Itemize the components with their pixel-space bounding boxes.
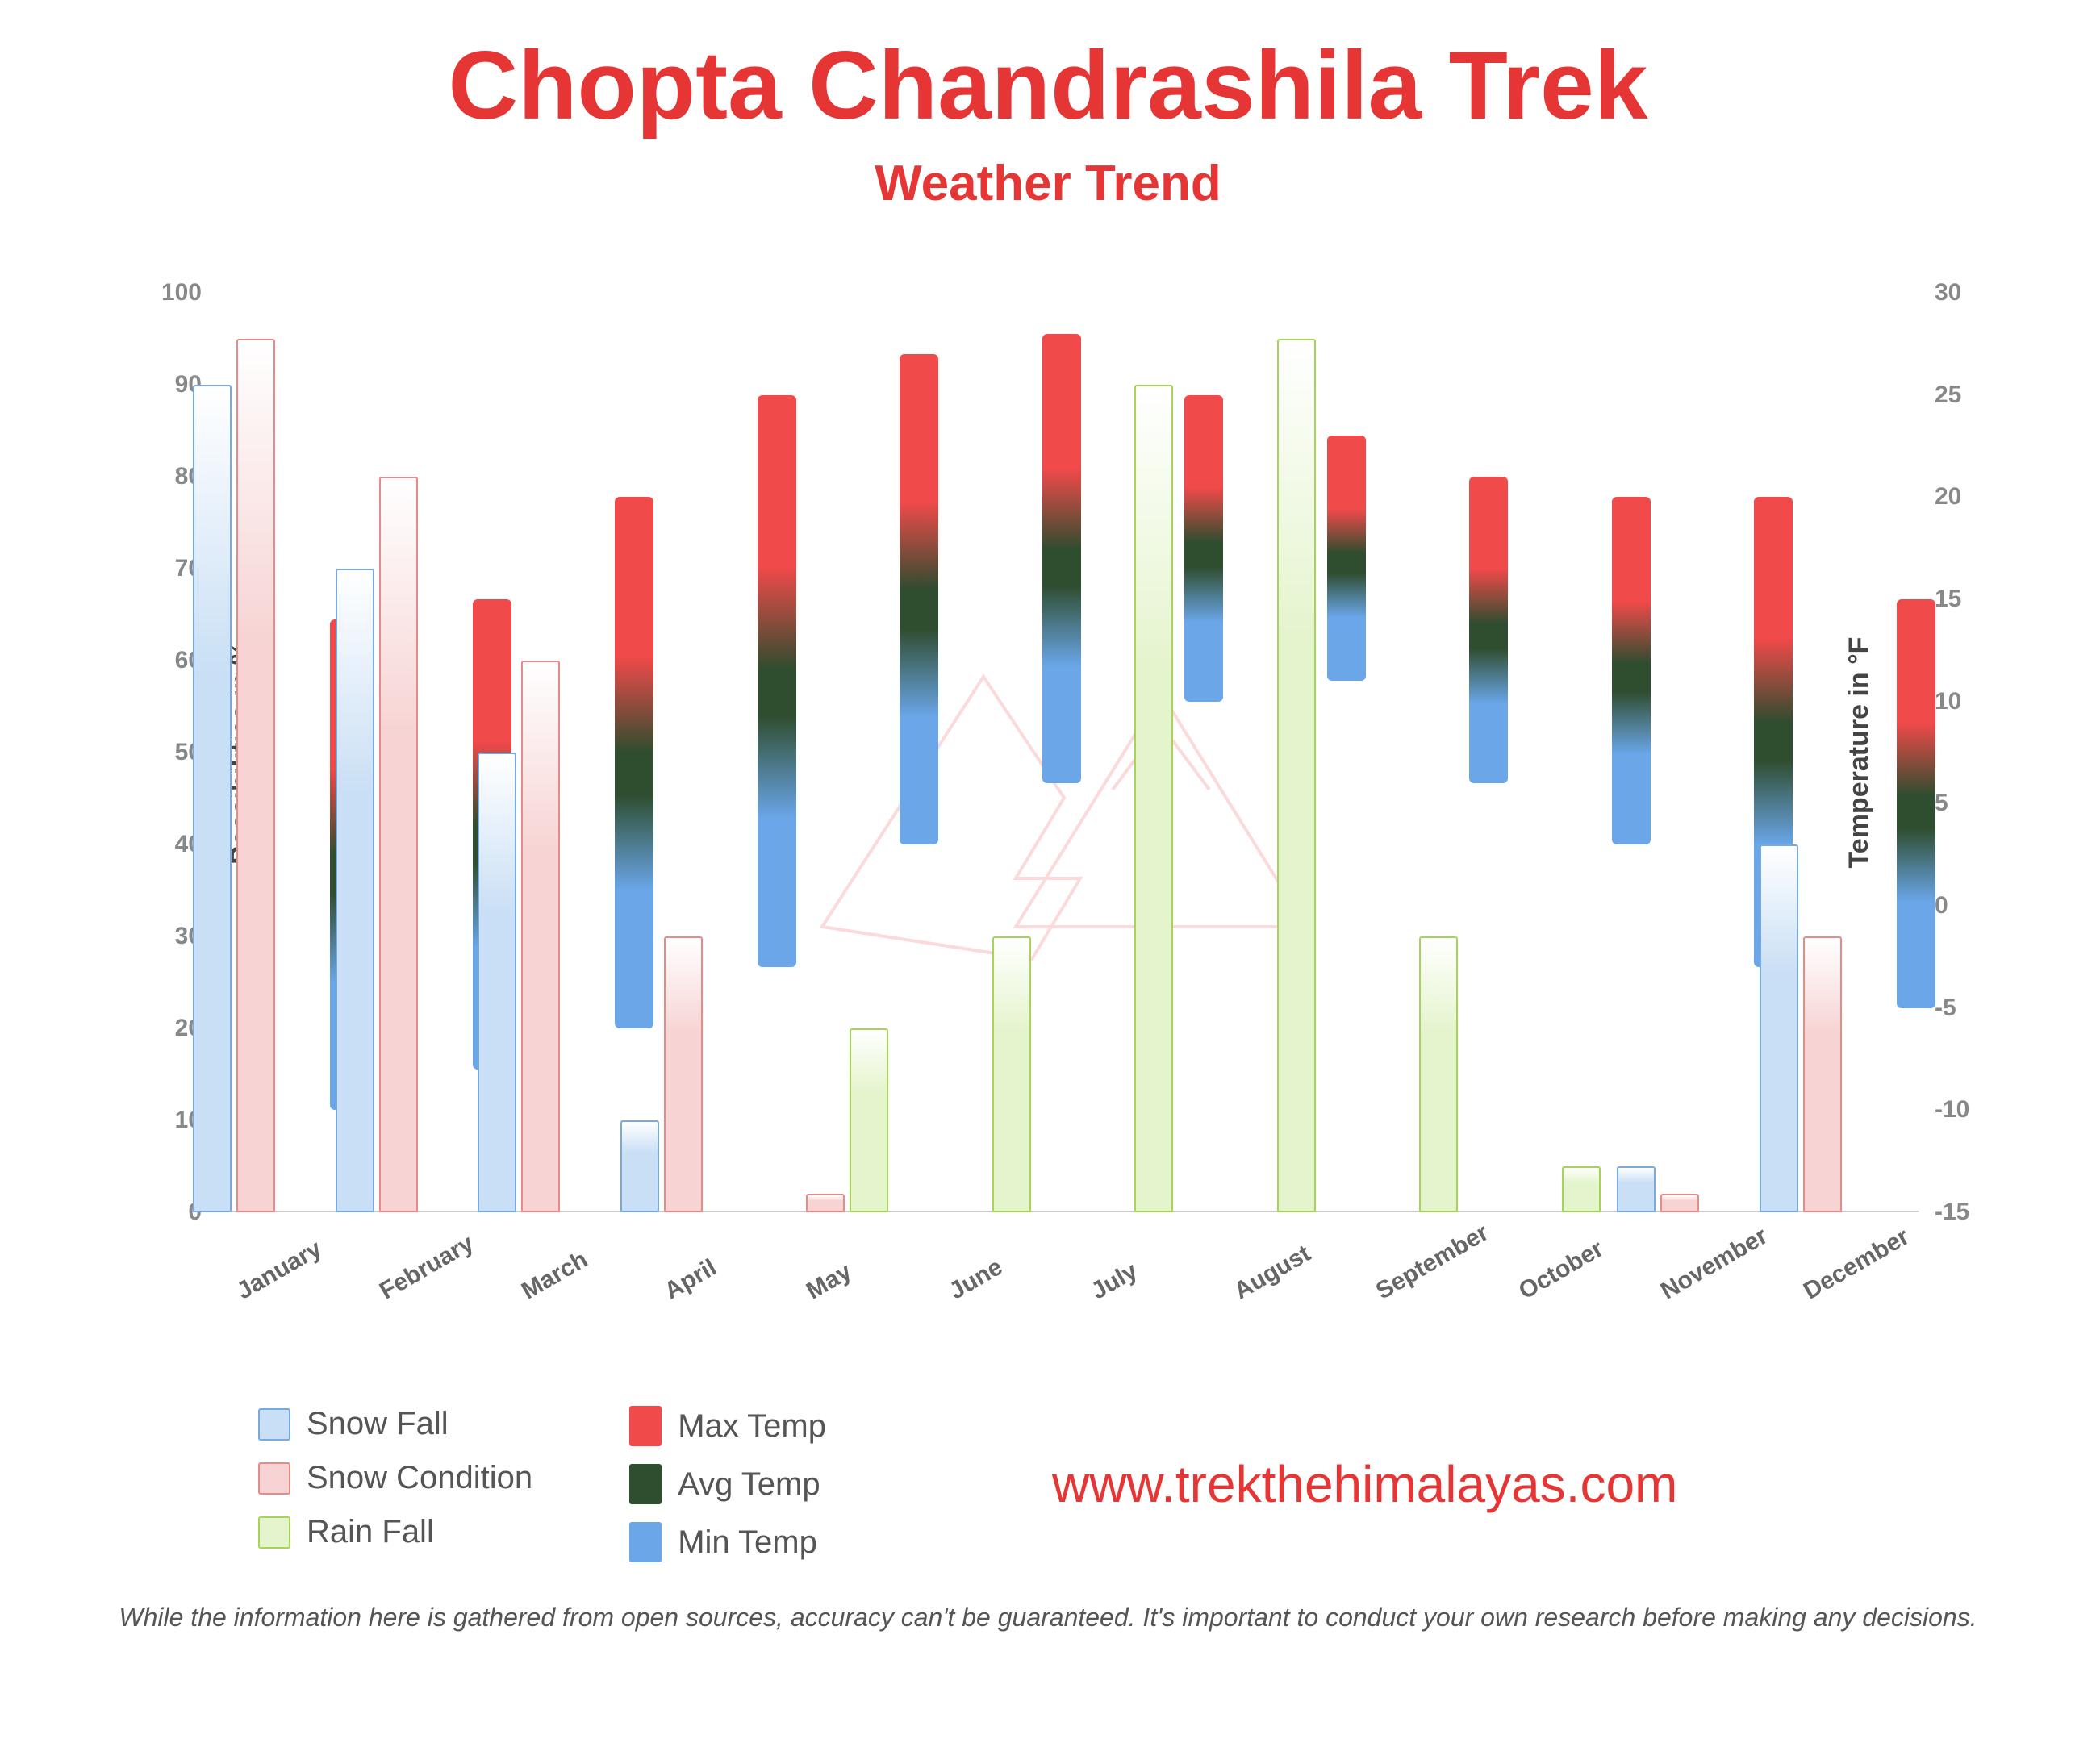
month-label: October [1514, 1235, 1609, 1305]
snow-condition-bar [664, 936, 703, 1212]
legend-col-2: Max Temp Avg Temp Min Temp [629, 1406, 826, 1562]
month-label: November [1656, 1223, 1772, 1306]
legend-label: Max Temp [678, 1408, 826, 1445]
y-left-tick: 100 [153, 279, 202, 307]
rainfall-bar [1134, 385, 1173, 1212]
legend-swatch [258, 1408, 290, 1441]
y-right-tick: 30 [1935, 279, 1983, 307]
legend-swatch [629, 1406, 662, 1446]
snowfall-bar [193, 385, 232, 1212]
snowfall-bar [336, 569, 374, 1212]
chart-container: Possibilities in % Temperature in °F 010… [81, 244, 2015, 1357]
legend-item: Max Temp [629, 1406, 826, 1446]
month-label: September [1372, 1219, 1493, 1305]
snow-condition-bar [379, 477, 418, 1212]
snow-condition-bar [521, 661, 560, 1212]
y-right-axis-label: Temperature in °F [1843, 637, 1875, 869]
page-subtitle: Weather Trend [48, 155, 2048, 212]
rainfall-bar [1562, 1166, 1601, 1212]
month-label: January [232, 1235, 327, 1305]
disclaimer-text: While the information here is gathered f… [48, 1603, 2048, 1633]
y-right-tick: 25 [1935, 382, 1983, 409]
temperature-range-bar [1469, 477, 1508, 783]
legend-swatch [258, 1462, 290, 1495]
rainfall-bar [850, 1028, 888, 1212]
legend-label: Rain Fall [307, 1514, 434, 1550]
y-right-tick: -5 [1935, 995, 1983, 1022]
month-label: February [375, 1230, 478, 1306]
snow-condition-bar [236, 339, 275, 1212]
snow-condition-bar [806, 1194, 845, 1212]
legend-item: Snow Fall [258, 1406, 532, 1442]
legend-label: Snow Fall [307, 1406, 449, 1442]
rainfall-bar [1277, 339, 1316, 1212]
legend-item: Min Temp [629, 1522, 826, 1562]
legend-item: Rain Fall [258, 1514, 532, 1550]
month-label: December [1799, 1223, 1914, 1305]
plot-area: Possibilities in % Temperature in °F 010… [210, 293, 1919, 1212]
y-right-tick: 5 [1935, 790, 1983, 817]
snowfall-bar [1617, 1166, 1656, 1212]
y-right-tick: 15 [1935, 586, 1983, 613]
temperature-range-bar [1327, 436, 1366, 681]
y-right-tick: 0 [1935, 892, 1983, 920]
legend-item: Avg Temp [629, 1464, 826, 1504]
legend-col-1: Snow Fall Snow Condition Rain Fall [258, 1406, 532, 1562]
y-right-tick: 20 [1935, 483, 1983, 511]
legend-item: Snow Condition [258, 1460, 532, 1496]
month-label: May [802, 1258, 857, 1306]
legend-label: Snow Condition [307, 1460, 532, 1496]
temperature-range-bar [758, 395, 796, 967]
y-right-tick: -15 [1935, 1199, 1983, 1226]
y-right-tick: -10 [1935, 1096, 1983, 1124]
website-url: www.trekthehimalayas.com [1052, 1454, 1677, 1514]
month-label: March [517, 1246, 593, 1306]
legend-label: Avg Temp [678, 1466, 820, 1503]
y-right-tick: 10 [1935, 688, 1983, 715]
legend-swatch [258, 1516, 290, 1549]
legend-swatch [629, 1522, 662, 1562]
temperature-range-bar [615, 497, 653, 1028]
temperature-range-bar [1897, 599, 1935, 1008]
temperature-range-bar [1184, 395, 1223, 702]
legend-label: Min Temp [678, 1524, 817, 1561]
month-label: June [945, 1253, 1008, 1305]
snow-condition-bar [1660, 1194, 1699, 1212]
month-label: August [1230, 1240, 1315, 1305]
snow-condition-bar [1803, 936, 1842, 1212]
rainfall-bar [1419, 936, 1458, 1212]
temperature-range-bar [1042, 334, 1081, 783]
rainfall-bar [992, 936, 1031, 1212]
page-title: Chopta Chandrashila Trek [48, 32, 2048, 139]
temperature-range-bar [900, 354, 938, 844]
snowfall-bar [478, 753, 516, 1212]
temperature-range-bar [1612, 497, 1651, 844]
month-label: April [660, 1254, 721, 1306]
month-label: July [1087, 1257, 1142, 1305]
legend: Snow Fall Snow Condition Rain Fall Max Tem… [258, 1406, 826, 1562]
snowfall-bar [1760, 844, 1798, 1212]
legend-swatch [629, 1464, 662, 1504]
legend-and-url: Snow Fall Snow Condition Rain Fall Max Tem… [258, 1406, 2015, 1562]
snowfall-bar [620, 1120, 659, 1212]
